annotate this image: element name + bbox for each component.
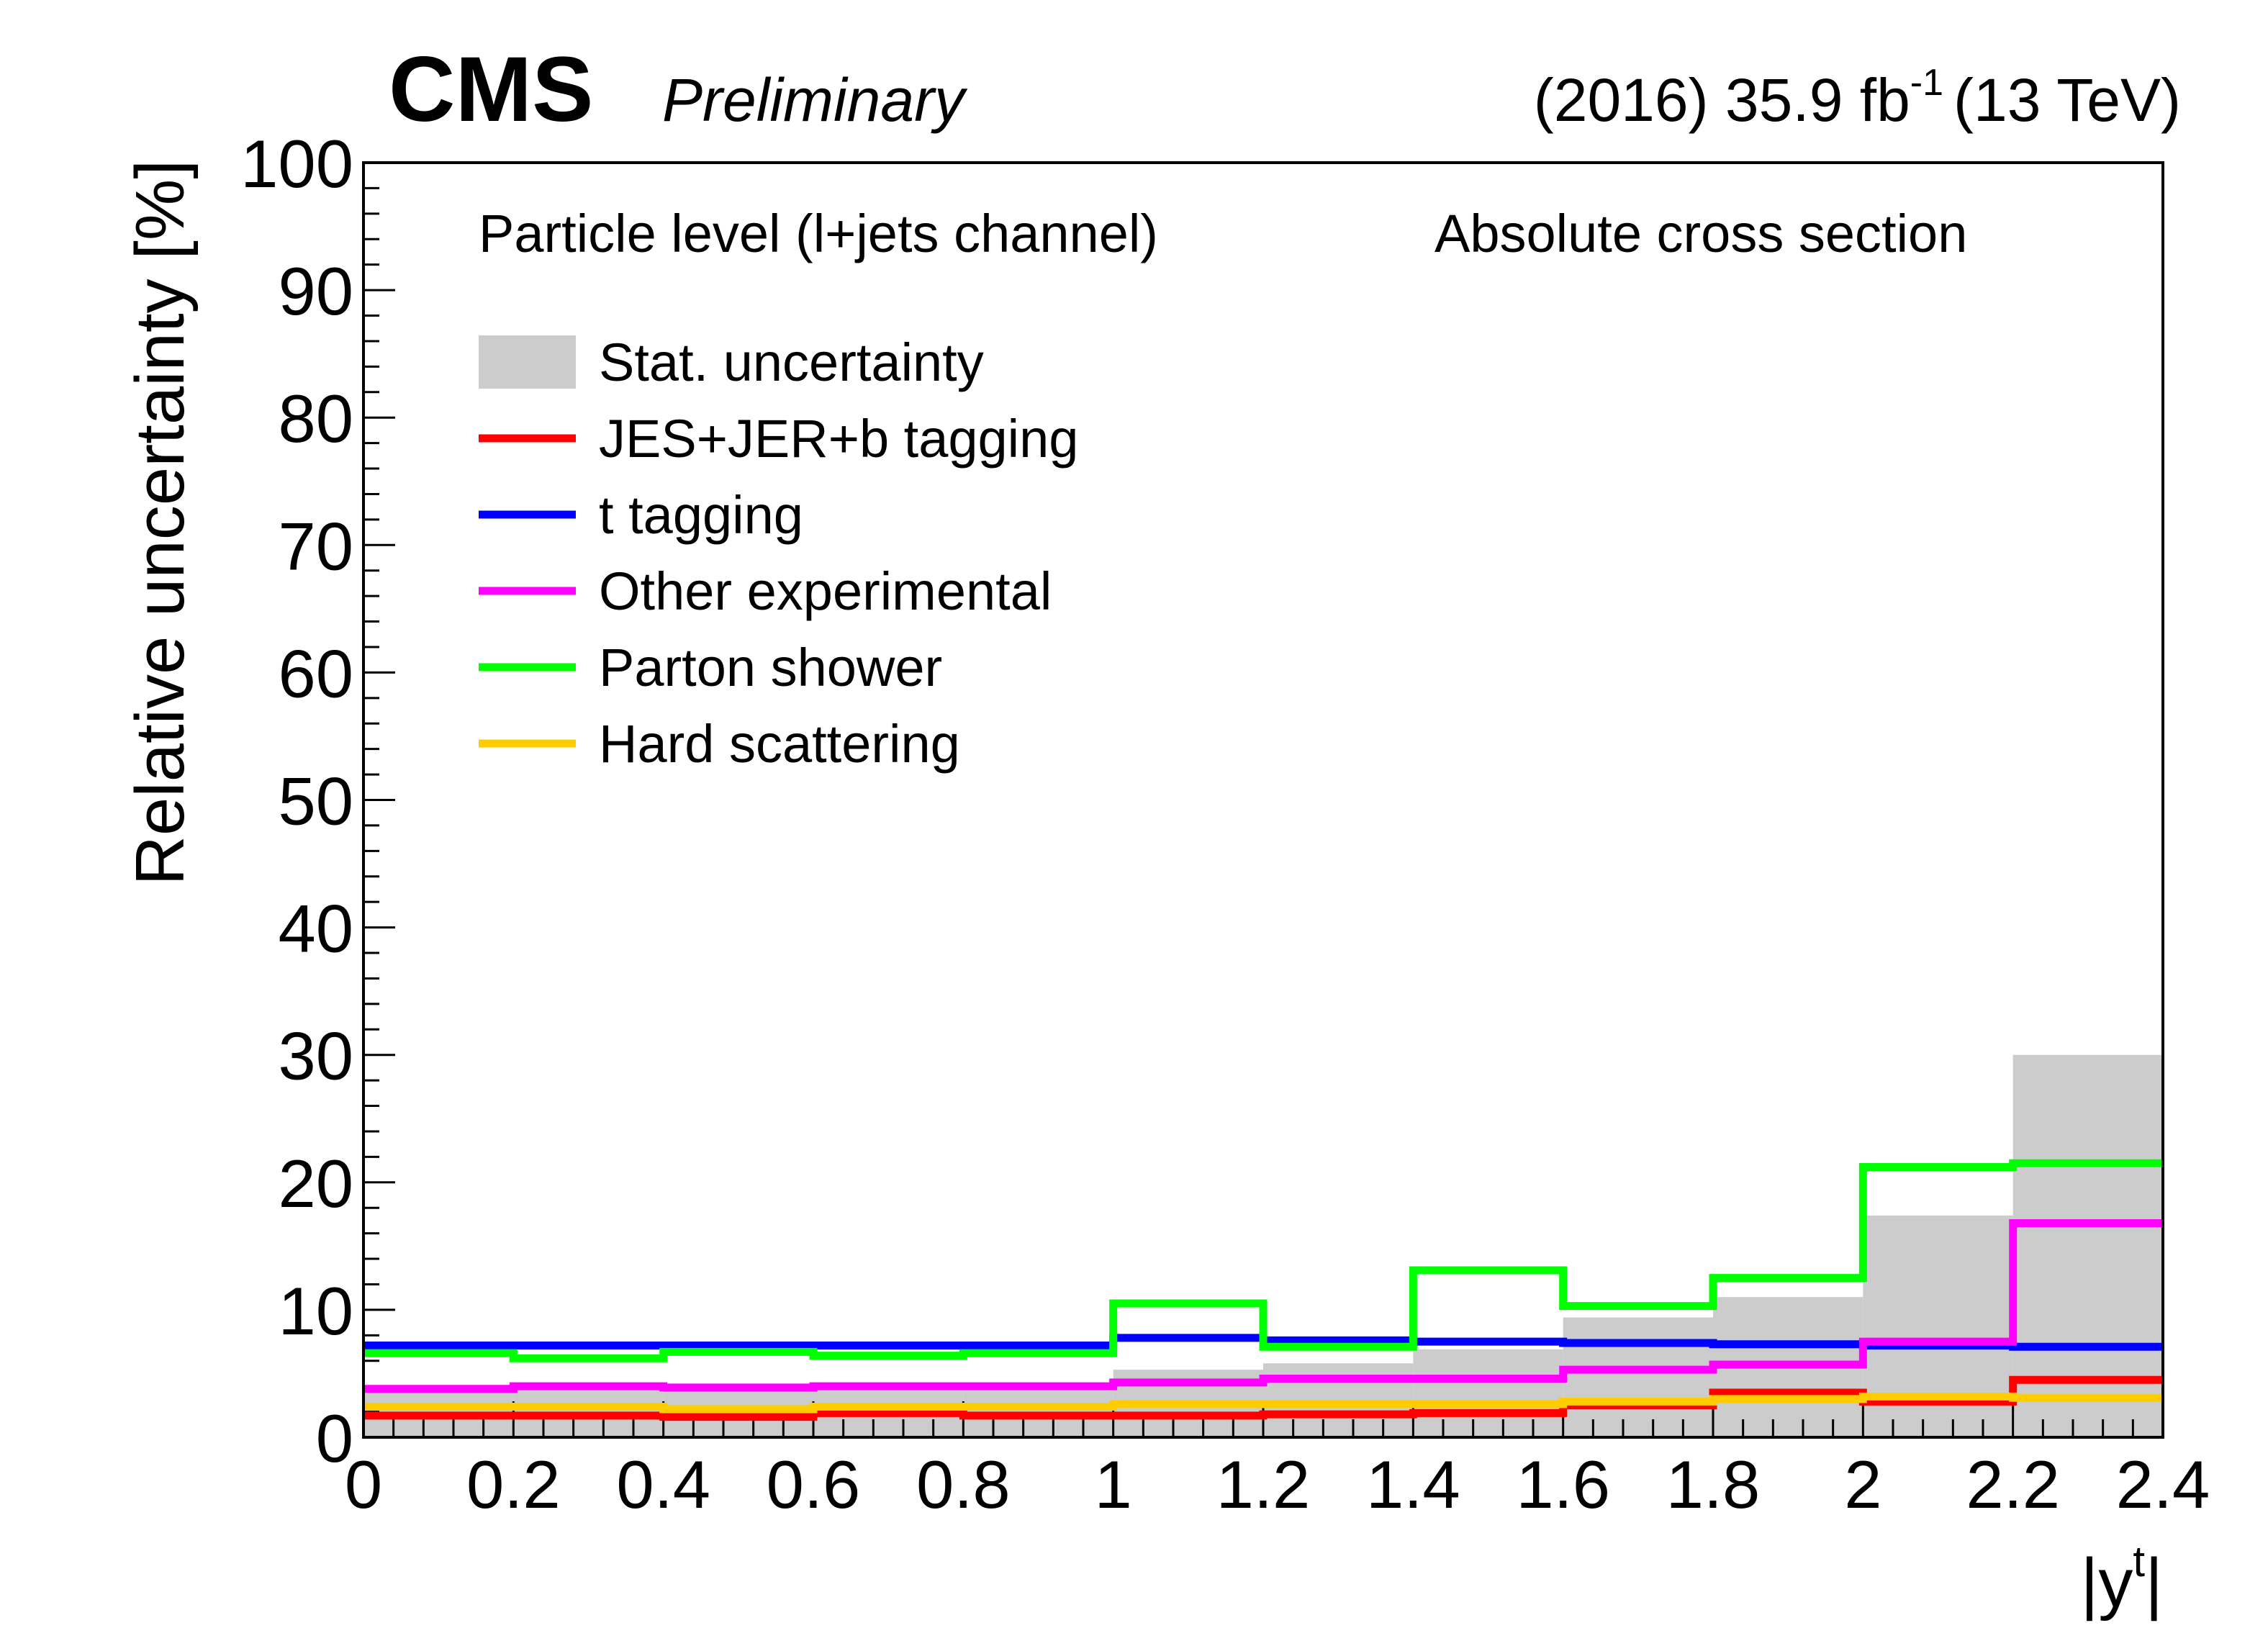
y-tick-label: 70 <box>278 508 353 584</box>
y-tick-label: 90 <box>278 253 353 329</box>
energy-label: (13 TeV) <box>1953 66 2181 134</box>
x-tick-label: 0.2 <box>466 1447 561 1522</box>
lumi-label: (2016) 35.9 fb-1 (13 TeV) <box>1534 62 2181 134</box>
x-tick-label: 0.8 <box>916 1447 1011 1522</box>
y-tick-labels: 0 10 20 30 40 50 60 70 80 90 100 <box>240 126 353 1476</box>
x-tick-label: 0.4 <box>616 1447 710 1522</box>
stat-bar-11 <box>2012 1054 2163 1437</box>
tick-layer <box>362 161 2164 1439</box>
x-tick-label: 1.8 <box>1666 1447 1761 1522</box>
x-tick-label: 0 <box>345 1447 382 1522</box>
legend-label-other-experimental: Other experimental <box>599 561 1052 621</box>
annotation-channel: Particle level (l+jets channel) <box>479 204 1158 263</box>
lumi-exponent: -1 <box>1910 62 1943 104</box>
x-tick-label: 1.2 <box>1216 1447 1311 1522</box>
stat-bar-7 <box>1413 1349 1563 1437</box>
stat-bar-8 <box>1563 1317 1713 1437</box>
y-tick-label: 20 <box>278 1146 353 1221</box>
series-layer <box>363 1159 2163 1421</box>
y-tick-label: 50 <box>278 764 353 839</box>
x-tick-label: 2 <box>1844 1447 1881 1522</box>
legend-label-hard-scattering: Hard scattering <box>599 714 960 774</box>
x-tick-label: 2.2 <box>1966 1447 2060 1522</box>
plot-frame <box>362 161 2164 1439</box>
x-tick-label: 0.6 <box>767 1447 861 1522</box>
series-other-experimental-line <box>363 1218 2163 1393</box>
experiment-label: CMS <box>389 38 593 141</box>
x-tick-labels: 0 0.2 0.4 0.6 0.8 1 1.2 1.4 1.6 1.8 2 2.2 2.4 <box>345 1447 2210 1522</box>
status-label: Preliminary <box>662 66 968 134</box>
y-tick-label: 40 <box>278 891 353 967</box>
lumi-prefix: (2016) 35.9 fb <box>1534 66 1910 134</box>
series-parton-shower-line <box>363 1159 2163 1362</box>
x-axis-title-base: |y <box>2080 1545 2133 1622</box>
y-tick-label: 60 <box>278 636 353 711</box>
legend-label-parton-shower: Parton shower <box>599 638 942 697</box>
y-tick-label: 0 <box>316 1401 353 1476</box>
legend: Stat. uncertainty JES+JER+b tagging t tagg… <box>479 333 1078 774</box>
legend-label-stat-uncertainty: Stat. uncertainty <box>599 333 984 392</box>
y-axis-title: Relative uncertainty [%] <box>122 160 199 885</box>
x-tick-label: 1.4 <box>1366 1447 1460 1522</box>
annotation-observable: Absolute cross section <box>1435 204 1967 263</box>
y-tick-label: 80 <box>278 381 353 456</box>
y-tick-label: 30 <box>278 1018 353 1094</box>
legend-label-t-tagging: t tagging <box>599 485 803 545</box>
series-hard-scattering-line <box>363 1392 2163 1414</box>
x-axis-title-sup: t <box>2133 1537 2145 1586</box>
x-axis-title: |yt| <box>2080 1537 2163 1622</box>
y-tick-label: 100 <box>240 126 353 202</box>
y-tick-label: 10 <box>278 1273 353 1349</box>
x-axis-title-end: | <box>2145 1545 2163 1622</box>
legend-label-jes-jer-b-tagging: JES+JER+b tagging <box>599 409 1078 469</box>
x-tick-label: 2.4 <box>2116 1447 2210 1522</box>
x-tick-label: 1 <box>1095 1447 1132 1522</box>
x-tick-label: 1.6 <box>1516 1447 1610 1522</box>
legend-swatch-stat-uncertainty <box>479 335 576 389</box>
